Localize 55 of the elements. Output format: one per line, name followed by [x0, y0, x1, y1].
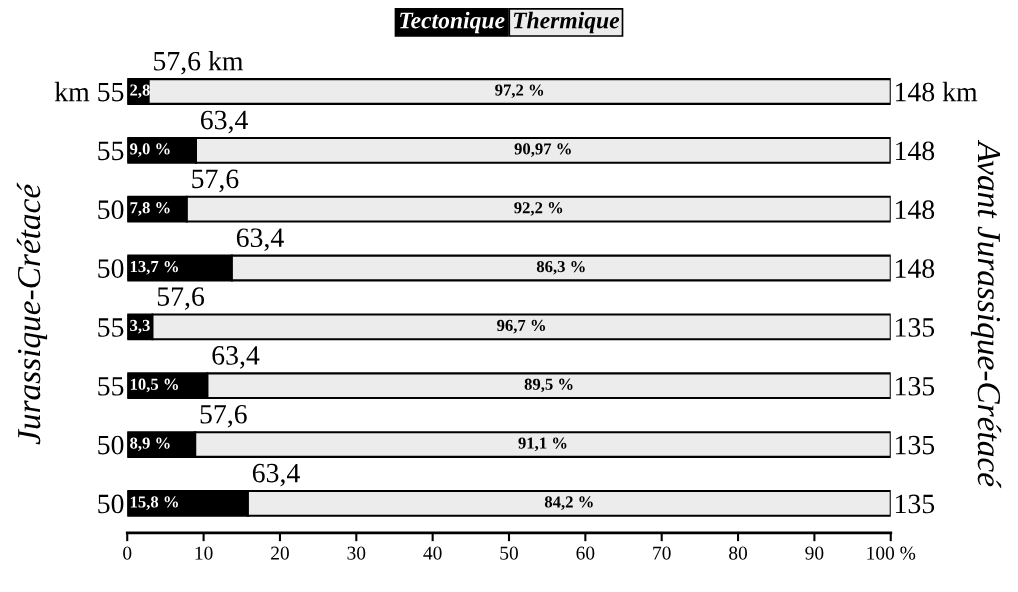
- y-tick-label: 50: [98, 259, 124, 278]
- y-tick-label: 55: [98, 377, 124, 396]
- data-label: 13,7 %: [130, 260, 178, 275]
- data-label: 91,1 %: [518, 437, 567, 452]
- y2-tick-label: 135: [895, 435, 935, 455]
- annotation: 57,6 km: [154, 51, 244, 75]
- data-label: 96,7 %: [497, 319, 546, 334]
- y2-tick-label: 148 km: [895, 81, 978, 102]
- data-label: 84,2 %: [544, 496, 593, 510]
- annotation: 63,4: [212, 346, 260, 369]
- y-tick-label: km 55: [54, 81, 124, 102]
- annotation: 63,4: [200, 110, 248, 134]
- y-axis-title: Jurassique-Crétacé: [16, 182, 48, 445]
- data-label: 92,2 %: [514, 202, 563, 216]
- x-tick-label: 30: [347, 546, 366, 560]
- data-label: 9,0 %: [130, 143, 170, 157]
- data-label: 8,9 %: [130, 437, 170, 452]
- text: Tectonique: [400, 11, 505, 34]
- y2-tick-label: 135: [895, 318, 935, 337]
- data-label: 15,8 %: [130, 496, 178, 510]
- y-tick-label: 55: [98, 141, 124, 161]
- y2-tick-label: 148: [895, 200, 935, 220]
- x-tick-label: 10: [195, 546, 213, 560]
- x-tick-label: 80: [729, 546, 748, 560]
- x-tick-label: 100 %: [867, 546, 916, 560]
- data-label: 86,3 %: [536, 260, 585, 275]
- y2-tick-label: 135: [895, 494, 935, 514]
- data-label: 90,97 %: [514, 143, 571, 157]
- y2-tick-label: 148: [895, 141, 935, 161]
- x-tick-label: 50: [500, 546, 518, 560]
- annotation: 63,4: [236, 228, 284, 252]
- y2-tick-label: 135: [895, 376, 935, 396]
- annotation: 57,6: [192, 169, 239, 193]
- annotation: 57,6: [157, 287, 205, 310]
- x-tick-label: 70: [653, 546, 671, 560]
- y-tick-label: 50: [98, 435, 124, 455]
- x-tick-label: 0: [123, 546, 132, 560]
- x-tick-label: 40: [423, 546, 442, 560]
- y2-tick-label: 148: [895, 259, 935, 278]
- x-tick-label: 20: [271, 546, 289, 560]
- y-tick-label: 50: [98, 494, 124, 514]
- data-label: 89,5 %: [524, 378, 573, 393]
- annotation: 57,6: [200, 404, 247, 428]
- series-label: Thermique: [513, 11, 620, 34]
- y-tick-label: 50: [98, 200, 124, 220]
- data-label: 7,8 %: [130, 202, 170, 216]
- data-label: 10,5 %: [130, 378, 178, 393]
- y2-axis-title: Avant Jurassique-Crétacé: [970, 139, 1002, 489]
- data-label: 2,8: [130, 84, 150, 99]
- x-tick-label: 60: [576, 546, 595, 560]
- data-label: 3,3: [130, 319, 150, 334]
- y-tick-label: 55: [98, 318, 124, 337]
- data-label: 97,2 %: [495, 84, 544, 99]
- x-tick-label: 90: [805, 546, 824, 560]
- annotation: 63,4: [252, 463, 300, 487]
